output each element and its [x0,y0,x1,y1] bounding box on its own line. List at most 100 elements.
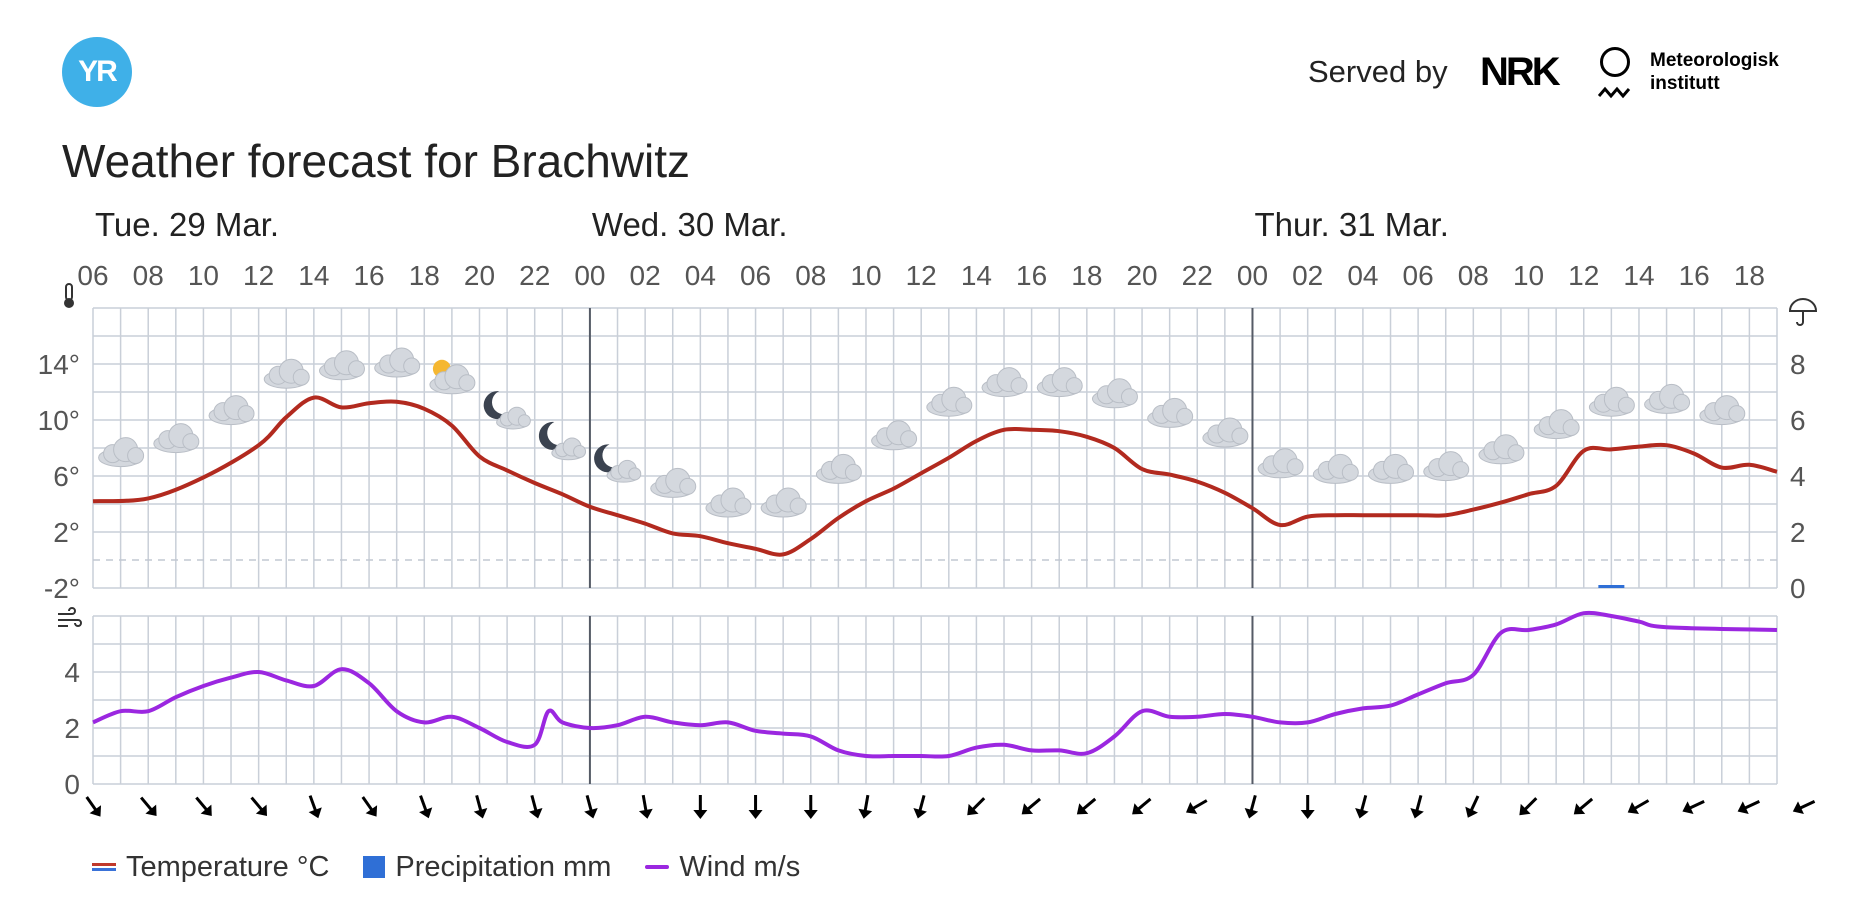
wind-direction-arrow [1792,799,1816,815]
wind-direction-arrow [1519,797,1538,816]
wind-tick-label: 2 [64,713,80,744]
hour-label: 08 [133,260,164,291]
met-wave-icon [1598,86,1631,99]
wind-direction-arrow [748,795,763,819]
wind-direction-arrow [967,797,986,816]
wind-direction-arrow [803,795,818,819]
hour-label: 22 [519,260,550,291]
header: YR Served by NRK Meteorologisk institutt [0,0,1849,130]
cloud-icon [1423,451,1470,482]
wind-direction-arrow [1465,795,1480,818]
cloud-icon [1257,448,1304,479]
day-label: Thur. 31 Mar. [1254,206,1448,243]
wind-direction-arrow [528,794,543,819]
hour-label: 16 [1016,260,1047,291]
hour-label: 02 [1292,260,1323,291]
hour-label: 02 [630,260,661,291]
legend-precipitation-swatch [363,856,386,878]
hour-label: 10 [850,260,881,291]
hour-label: 18 [1071,260,1102,291]
yr-logo[interactable]: YR [62,37,132,107]
cloud-icon [1312,453,1359,484]
wind-direction-arrow [1132,797,1152,815]
thermometer-icon [64,283,74,308]
hour-label: 18 [1734,260,1765,291]
cloud-icon [1588,386,1635,417]
wind-line [92,610,1778,759]
hour-label: 06 [1403,260,1434,291]
wind-direction-arrow [1573,797,1594,815]
temp-tick-label: 6° [53,461,80,492]
wind-direction-arrow [1300,795,1315,819]
hour-label: 08 [795,260,826,291]
cloud-icon [1478,434,1525,465]
hour-label: 12 [243,260,274,291]
hour-label: 10 [1513,260,1544,291]
met-logo[interactable]: Meteorologisk institutt [1598,45,1798,105]
hour-label: 18 [409,260,440,291]
cloud-icon [318,350,365,381]
precip-tick-label: 2 [1790,517,1806,548]
legend-precipitation: Precipitation mm [363,851,611,884]
wind-tick-label: 0 [64,769,80,800]
wind-direction-arrow [913,794,927,819]
wind-direction-arrow [1355,794,1369,819]
precip-tick-label: 8 [1790,349,1806,380]
day-label: Tue. 29 Mar. [95,206,279,243]
legend-wind: Wind m/s [645,851,800,884]
hour-label: 04 [685,260,716,291]
umbrella-icon [1788,298,1818,326]
wind-direction-arrow [1737,799,1760,815]
cloud-icon [263,358,310,389]
moon-cloud-icon [594,444,642,483]
nrk-logo[interactable]: NRK [1480,50,1561,94]
legend-wind-swatch [645,865,670,869]
wind-direction-arrow [1186,799,1208,815]
wind-direction-arrow [638,794,653,819]
temp-tick-label: 10° [38,405,80,436]
hour-label: 06 [77,260,108,291]
cloud-icon [153,423,200,454]
hour-label: 12 [1568,260,1599,291]
moon-cloud-icon [483,391,531,430]
met-circle-icon [1600,47,1630,77]
legend-temperature-label: Temperature °C [126,850,330,883]
precipitation-bar [1598,585,1625,588]
hour-label: 22 [1182,260,1213,291]
cloud-icon [705,487,752,518]
wind-direction-arrow [1627,799,1650,815]
precip-tick-label: 6 [1790,405,1806,436]
met-logo-text: Meteorologisk institutt [1650,49,1779,95]
temp-tick-label: 2° [53,517,80,548]
hour-label: 14 [1623,260,1654,291]
cloud-icon [1368,453,1415,484]
hour-label: 06 [740,260,771,291]
legend-wind-label: Wind m/s [679,850,801,883]
hour-label: 20 [1126,260,1157,291]
legend-temperature: Temperature °C [92,851,329,884]
cloud-icon [1699,395,1746,426]
page-title: Weather forecast for Brachwitz [62,135,691,187]
wind-direction-arrow [85,796,102,817]
wind-direction-arrow [1021,797,1042,815]
met-logo-line1: Meteorologisk [1650,50,1779,71]
hour-label: 12 [906,260,937,291]
temperature-line [92,395,1778,557]
cloud-icon [871,420,918,451]
wind-tick-label: 4 [64,657,80,688]
hour-label: 00 [574,260,605,291]
legend-temperature-swatch [92,860,116,874]
cloud-icon [926,386,973,417]
cloud-icon [98,437,145,468]
cloud-icon [1202,417,1249,448]
cloud-icon [650,467,697,498]
cloud-icon [1091,378,1138,409]
wind-direction-arrow [858,794,873,819]
hour-label: 14 [961,260,992,291]
cloud-icon [208,395,255,426]
precip-tick-label: 0 [1790,573,1806,604]
met-logo-line2: institutt [1650,73,1720,94]
hour-label: 04 [1347,260,1378,291]
day-label: Wed. 30 Mar. [592,206,788,243]
hour-label: 08 [1458,260,1489,291]
